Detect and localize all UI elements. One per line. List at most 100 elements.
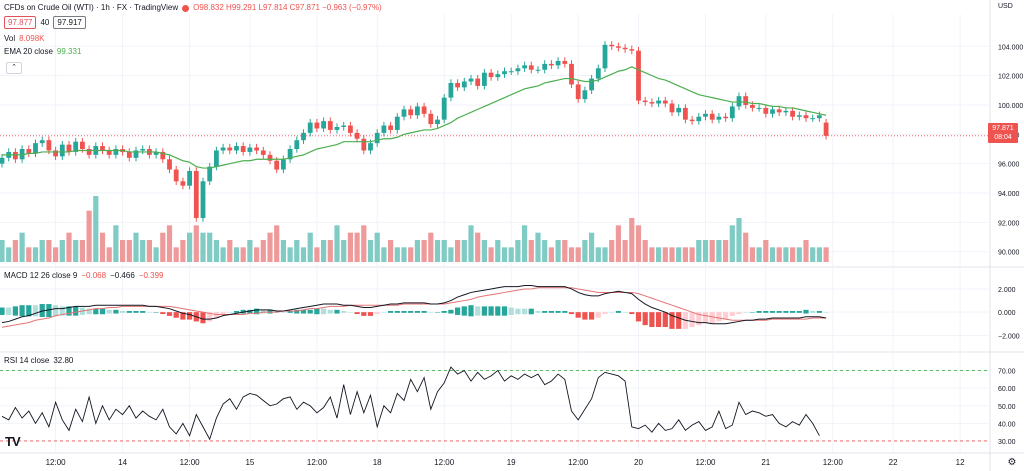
sell-button[interactable]: 97.877 <box>4 16 37 29</box>
candle-body <box>776 109 782 113</box>
volume-bar <box>635 225 642 262</box>
rsi-tick-label: 30.00 <box>998 439 1016 446</box>
volume-bar <box>676 247 682 262</box>
volume-bar <box>227 240 233 262</box>
candle-body <box>354 132 360 139</box>
macd-histogram-bar <box>200 312 206 324</box>
candle-body <box>100 146 105 151</box>
macd-histogram-bar <box>59 306 65 316</box>
buy-button[interactable]: 97.917 <box>53 16 86 29</box>
macd-histogram-bar <box>448 309 454 314</box>
macd-histogram-bar <box>414 311 420 313</box>
candle-body <box>274 160 280 170</box>
volume-bar <box>12 240 18 262</box>
candle-body <box>153 151 159 155</box>
macd-histogram-bar <box>428 312 434 313</box>
candle-body <box>388 125 393 130</box>
macd-histogram-bar <box>816 311 822 313</box>
candle-body <box>528 65 534 70</box>
volume-bar <box>93 196 99 262</box>
macd-histogram-bar <box>555 311 561 313</box>
volume-bar <box>388 240 394 262</box>
market-status-icon <box>182 4 190 12</box>
candle-body <box>716 116 722 120</box>
volume-bar <box>723 240 729 262</box>
macd-histogram-bar <box>595 312 601 318</box>
candle-body <box>368 143 373 151</box>
volume-bar <box>274 225 280 262</box>
volume-bar <box>488 247 494 262</box>
volume-bar <box>414 240 420 262</box>
volume-bar <box>434 240 441 262</box>
last-price-value: 97.871 <box>992 125 1014 132</box>
volume-bar <box>321 240 327 262</box>
macd-histogram-bar <box>347 312 353 313</box>
macd-legend[interactable]: MACD 12 26 close 9 −0.068 −0.466 −0.399 <box>4 270 163 282</box>
macd-histogram-bar <box>6 307 12 315</box>
candle-body <box>709 113 715 120</box>
candle-body <box>810 118 816 120</box>
candle-body <box>441 97 447 120</box>
macd-histogram-bar <box>495 306 501 316</box>
candle-body <box>817 115 822 119</box>
rsi-legend[interactable]: RSI 14 close 32.80 <box>4 355 73 367</box>
ema-legend[interactable]: EMA 20 close 99.331 <box>4 46 81 58</box>
macd-histogram-bar <box>113 309 119 314</box>
collapse-legend-button[interactable]: ⌃ <box>6 62 22 74</box>
ema-polyline <box>2 66 827 169</box>
volume-bar <box>515 240 521 262</box>
macd-histogram-bar <box>488 306 494 316</box>
candle-body <box>743 96 749 105</box>
volume-bar <box>207 232 213 262</box>
time-tick-label: 12:00 <box>695 458 716 467</box>
candle-body <box>656 100 661 104</box>
rsi-tick-label: 40.00 <box>998 421 1016 428</box>
volume-legend[interactable]: Vol 8.098K <box>4 33 44 45</box>
macd-histogram-bar <box>294 309 300 314</box>
macd-histogram-bar <box>475 306 481 316</box>
volume-bar <box>294 240 300 262</box>
volume-bar <box>575 247 581 262</box>
macd-histogram-bar <box>562 311 568 313</box>
macd-histogram-bar <box>381 312 387 313</box>
volume-bar <box>287 247 293 262</box>
candle-body <box>662 100 668 104</box>
symbol-title[interactable]: CFDs on Crude Oil (WTI) · 1h · FX · Trad… <box>4 3 179 12</box>
volume-bar <box>709 240 715 262</box>
volume-bar <box>729 225 735 262</box>
macd-histogram-bar <box>716 312 722 322</box>
volume-bar <box>327 240 333 262</box>
macd-histogram-bar <box>19 305 25 317</box>
macd-histogram-bar <box>723 312 729 320</box>
macd-histogram-bar <box>287 311 293 313</box>
candle-body <box>609 44 615 47</box>
volume-bar <box>180 240 186 262</box>
macd-histogram-bar <box>126 311 132 313</box>
price-tick-label: 102.000 <box>998 74 1023 81</box>
candle-body <box>468 78 474 82</box>
candle-body <box>535 69 541 71</box>
volume-bar <box>428 232 434 262</box>
tradingview-logo-icon[interactable]: TV <box>5 434 21 449</box>
volume-bar <box>595 247 601 262</box>
volume-bar <box>441 240 447 262</box>
settings-gear-icon[interactable]: ⚙ <box>1008 457 1017 468</box>
volume-bar <box>247 240 253 262</box>
macd-histogram-bar <box>729 312 735 316</box>
candle-body <box>247 147 253 152</box>
macd-histogram-bar <box>254 308 260 315</box>
candle-body <box>408 109 414 116</box>
macd-histogram-bar <box>609 312 615 313</box>
candle-body <box>0 157 5 164</box>
time-tick-label: 12:00 <box>180 458 201 467</box>
volume-bar <box>763 240 769 262</box>
volume-bar <box>59 240 65 262</box>
macd-histogram-bar <box>662 312 668 328</box>
macd-histogram-bar <box>361 312 367 316</box>
candle-body <box>341 125 347 127</box>
candle-body <box>374 132 380 144</box>
volume-bar <box>280 240 286 262</box>
candle-body <box>555 60 561 66</box>
